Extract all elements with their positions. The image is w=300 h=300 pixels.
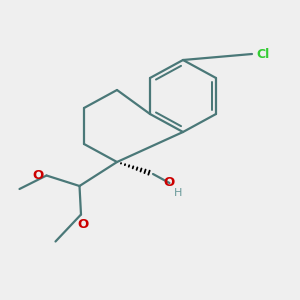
Text: Cl: Cl — [256, 47, 270, 61]
Text: O: O — [78, 218, 89, 230]
Text: H: H — [174, 188, 183, 199]
Text: O: O — [164, 176, 175, 190]
Text: O: O — [32, 169, 44, 182]
